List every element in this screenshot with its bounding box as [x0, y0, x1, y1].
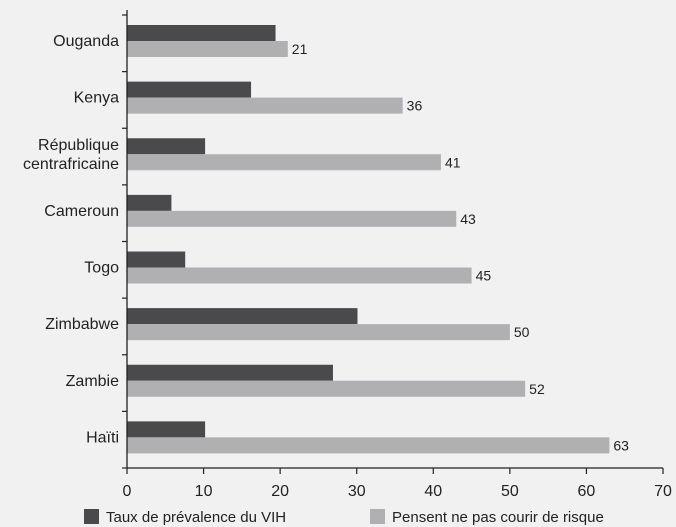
- legend-label-0: Taux de prévalence du VIH: [106, 509, 286, 526]
- bar-prevalence-3: [127, 194, 172, 211]
- legend-swatch-1: [370, 509, 385, 524]
- legend: Taux de prévalence du VIH Pensent ne pas …: [84, 509, 604, 526]
- x-tick-label-0: 0: [123, 483, 132, 500]
- bar-no-risk-7: [127, 437, 610, 454]
- legend-label-1: Pensent ne pas courir de risque: [392, 509, 604, 526]
- category-label-5: Zimbabwe: [45, 316, 119, 333]
- bar-no-risk-3: [127, 210, 457, 227]
- x-tick-label-1: 10: [195, 483, 213, 500]
- x-tick-label-4: 40: [424, 483, 442, 500]
- category-label-2-line-1: centrafricaine: [23, 156, 119, 173]
- data-label-7: 63: [613, 437, 629, 453]
- data-label-3: 43: [460, 211, 476, 227]
- legend-swatch-0: [84, 509, 99, 524]
- x-tick-label-5: 50: [501, 483, 519, 500]
- bar-prevalence-2: [127, 138, 206, 155]
- bar-no-risk-4: [127, 267, 472, 284]
- data-label-1: 36: [407, 98, 423, 114]
- data-label-5: 50: [514, 324, 530, 340]
- bar-prevalence-7: [127, 421, 206, 438]
- bar-no-risk-5: [127, 324, 510, 341]
- bar-no-risk-6: [127, 380, 526, 397]
- bar-no-risk-2: [127, 154, 441, 171]
- category-label-0: Ouganda: [53, 33, 119, 50]
- category-label-3: Cameroun: [44, 203, 119, 220]
- bar-prevalence-0: [127, 25, 276, 41]
- bar-prevalence-4: [127, 251, 186, 268]
- x-tick-label-3: 30: [348, 483, 366, 500]
- data-label-6: 52: [529, 381, 545, 397]
- bar-prevalence-6: [127, 364, 333, 381]
- x-tick-label-2: 20: [271, 483, 289, 500]
- category-label-6: Zambie: [66, 373, 119, 390]
- data-label-4: 45: [476, 268, 492, 284]
- bar-no-risk-1: [127, 97, 403, 114]
- x-tick-label-6: 60: [578, 483, 596, 500]
- bar-prevalence-1: [127, 81, 252, 98]
- category-label-7: Haïti: [86, 429, 119, 446]
- data-label-0: 21: [292, 41, 308, 57]
- x-tick-label-7: 70: [654, 483, 672, 500]
- category-label-1: Kenya: [74, 90, 119, 107]
- category-labels: Ouganda Kenya République centrafricaine Came…: [23, 33, 119, 446]
- category-label-4: Togo: [84, 260, 119, 277]
- bar-prevalence-5: [127, 308, 358, 325]
- data-label-2: 41: [445, 154, 461, 170]
- axes-group: 0 10 20 30 40 50 60 70: [122, 10, 672, 500]
- category-label-2-line-0: République: [38, 137, 119, 154]
- bars-group: 21 36 41 43 45 50 52 63: [127, 25, 629, 454]
- bar-no-risk-0: [127, 41, 288, 57]
